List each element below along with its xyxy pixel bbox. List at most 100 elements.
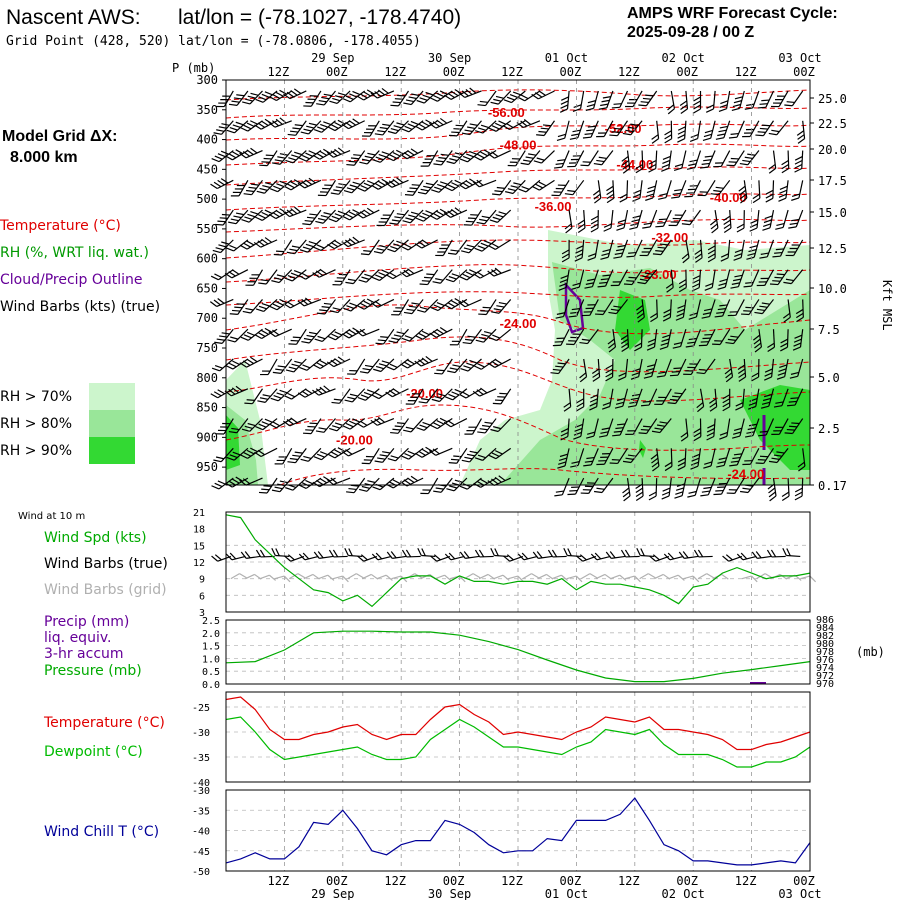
barb-flag [248,186,257,189]
cross-section-wind-barb [212,239,234,254]
barb-flag [663,312,671,318]
barb-flag [343,307,352,312]
barb-flag [271,547,276,556]
cross-section-wind-barb [242,299,263,314]
barb-flag [759,103,768,105]
wind-barb-grid [697,573,714,580]
barb-flag [439,327,448,333]
cross-section-wind-barb [698,328,716,347]
barb-flag [693,432,702,438]
cross-section-wind-barb [300,447,322,462]
barb-flag [289,130,299,133]
barb-flag [415,217,424,222]
barb-flag [630,397,639,401]
barb-flag [432,330,441,337]
barb-flag [218,429,227,432]
top-hour-tick: 00Z [560,65,582,79]
barb-staff [292,150,307,164]
barb-staff [304,179,322,189]
barb-flag [277,156,286,159]
barb-flag [269,305,278,311]
cross-section-wind-barb [343,179,366,194]
cross-section-wind-barb [298,269,322,280]
cross-section-wind-barb [488,328,512,342]
cross-section-wind-barb [443,207,468,218]
barb-flag [492,334,501,339]
barb-flag [447,302,456,308]
barb-flag [538,130,547,133]
barb-flag [287,461,296,464]
barb-flag [449,158,458,162]
cross-section-wind-barb [371,388,395,400]
barb-flag [330,477,338,484]
barb-flag [491,360,499,367]
cross-section-wind-barb [239,356,263,368]
barb-staff [623,209,629,228]
rh-80-region [500,262,810,485]
barb-flag [752,197,761,204]
barb-flag [218,126,227,129]
barb-flag [299,366,308,371]
barb-flag [746,256,755,260]
barb-flag [229,313,238,315]
pressure-tick: 750 [196,341,218,355]
barb-flag [386,366,395,371]
barb-staff [222,209,234,226]
barb-flag [714,315,723,318]
barb-flag [622,163,630,170]
temperature-label: -23.00 [640,267,677,282]
barb-flag [622,132,631,136]
barb-flag [346,305,355,309]
barb-flag [560,427,569,433]
barb-flag [304,179,313,186]
cross-section-wind-barb [732,418,745,439]
barb-staff [596,388,599,407]
cross-section-wind-barb [429,327,453,338]
barb-flag [561,96,569,101]
barb-staff [694,477,702,496]
barb-flag [450,458,460,461]
cross-section-wind-barb [359,358,380,374]
barb-flag [766,549,773,558]
barb-flag [327,243,335,250]
barb-flag [608,346,616,353]
barb-staff [424,299,439,313]
precip-y-tick: 0.5 [202,667,220,678]
barb-flag [345,239,353,246]
barb-flag [363,459,372,461]
barb-flag [303,105,312,107]
barb-flag [513,182,522,186]
barb-staff [308,120,322,135]
barb-flag [315,270,324,277]
barb-flag [215,456,225,460]
barb-flag [748,248,757,253]
barb-staff [626,150,631,169]
barb-flag [625,129,634,133]
barb-staff [428,150,439,167]
barb-staff [348,447,365,457]
barb-flag [608,311,617,315]
cross-section-wind-barb [433,150,453,166]
barb-flag [414,243,422,249]
wind-barb-grid [435,574,452,581]
barb-flag [593,162,602,166]
barb-flag [780,342,788,348]
cross-section-wind-barb [599,418,614,438]
barb-flag [298,274,306,280]
barb-flag [297,300,305,307]
barb-flag [431,398,440,403]
barb-flag [496,186,505,190]
cross-section-wind-barb [667,90,676,115]
barb-flag [720,253,729,258]
barb-flag [494,548,499,557]
barb-flag [638,104,647,107]
barb-flag [246,358,254,365]
barb-flag [581,314,590,317]
barb-staff [589,299,599,316]
barb-flag [568,340,577,342]
barb-flag [477,431,486,434]
barb-staff [732,328,745,344]
barb-staff [362,328,380,337]
pressure-y-tick: 982 [816,631,834,642]
barb-flag [318,99,327,103]
